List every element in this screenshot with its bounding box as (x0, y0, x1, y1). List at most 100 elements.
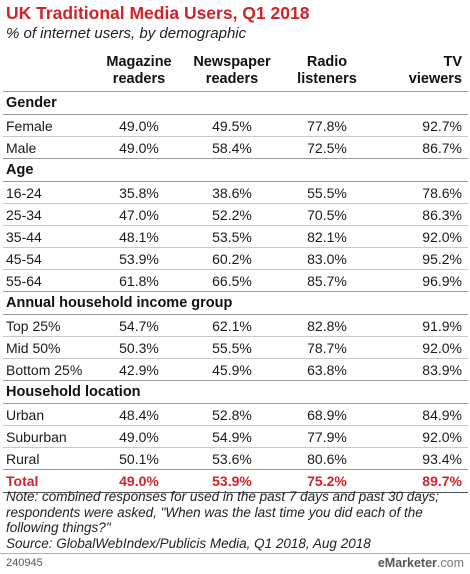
col-header-magazine: Magazine readers (98, 51, 180, 92)
chart-title: UK Traditional Media Users, Q1 2018 (6, 3, 310, 23)
section-title: Gender (3, 91, 468, 115)
col-header-line: Magazine (106, 54, 172, 70)
row-label: Male (3, 136, 98, 159)
col-header-line: viewers (408, 71, 462, 87)
cell-value: 96.9% (370, 269, 468, 292)
cell-value: 78.7% (284, 336, 370, 359)
cell-value: 72.5% (284, 136, 370, 159)
cell-value: 58.4% (180, 136, 284, 159)
table-row: 55-64 61.8% 66.5% 85.7% 96.9% (3, 269, 468, 292)
col-header-line: Newspaper (193, 54, 271, 70)
cell-value: 48.1% (98, 225, 180, 248)
cell-value: 92.0% (370, 336, 468, 359)
cell-value: 49.0% (98, 114, 180, 137)
section-title: Age (3, 158, 468, 182)
cell-value: 52.8% (180, 403, 284, 426)
emarketer-logo[interactable]: eMarketer.com (378, 556, 464, 570)
cell-value: 47.0% (98, 203, 180, 226)
chart-subtitle: % of internet users, by demographic (6, 25, 247, 42)
cell-value: 86.3% (370, 203, 468, 226)
cell-value: 84.9% (370, 403, 468, 426)
cell-value: 38.6% (180, 181, 284, 204)
logo-part: .com (436, 556, 464, 570)
cell-value: 55.5% (180, 336, 284, 359)
table-row: Rural 50.1% 53.6% 80.6% 93.4% (3, 447, 468, 470)
cell-value: 66.5% (180, 269, 284, 292)
total-value: 49.0% (98, 469, 180, 493)
row-label: Rural (3, 447, 98, 470)
cell-value: 95.2% (370, 247, 468, 270)
col-header-newspaper: Newspaper readers (180, 51, 284, 92)
cell-value: 53.9% (98, 247, 180, 270)
data-table: Magazine readers Newspaper readers Radio… (3, 51, 468, 493)
section-title: Annual household income group (3, 291, 468, 315)
col-header-line: listeners (297, 71, 357, 87)
row-label: 35-44 (3, 225, 98, 248)
col-header-line: Radio (306, 54, 348, 70)
row-label: Female (3, 114, 98, 137)
row-label: Bottom 25% (3, 358, 98, 381)
col-header-line: TV (443, 54, 462, 70)
cell-value: 83.9% (370, 358, 468, 381)
cell-value: 91.9% (370, 314, 468, 337)
cell-value: 61.8% (98, 269, 180, 292)
cell-value: 54.9% (180, 425, 284, 448)
total-row: Total 49.0% 53.9% 75.2% 89.7% (3, 469, 468, 493)
cell-value: 62.1% (180, 314, 284, 337)
cell-value: 52.2% (180, 203, 284, 226)
cell-value: 68.9% (284, 403, 370, 426)
cell-value: 85.7% (284, 269, 370, 292)
table-row: Suburban 49.0% 54.9% 77.9% 92.0% (3, 425, 468, 448)
section-row: Gender (3, 91, 468, 115)
cell-value: 77.8% (284, 114, 370, 137)
table-row: 16-24 35.8% 38.6% 55.5% 78.6% (3, 181, 468, 204)
section-row: Household location (3, 380, 468, 404)
cell-value: 77.9% (284, 425, 370, 448)
cell-value: 92.0% (370, 225, 468, 248)
table-row: Male 49.0% 58.4% 72.5% 86.7% (3, 136, 468, 159)
cell-value: 92.0% (370, 425, 468, 448)
cell-value: 82.1% (284, 225, 370, 248)
table-row: Bottom 25% 42.9% 45.9% 63.8% 83.9% (3, 358, 468, 381)
source-line: Source: GlobalWebIndex/Publicis Media, Q… (6, 536, 371, 551)
row-label: 55-64 (3, 269, 98, 292)
cell-value: 50.1% (98, 447, 180, 470)
row-label: Mid 50% (3, 336, 98, 359)
cell-value: 50.3% (98, 336, 180, 359)
footnote: Note: combined responses for used in the… (6, 489, 440, 535)
row-label: Top 25% (3, 314, 98, 337)
cell-value: 53.6% (180, 447, 284, 470)
cell-value: 78.6% (370, 181, 468, 204)
row-label: Urban (3, 403, 98, 426)
total-value: 75.2% (284, 469, 370, 493)
cell-value: 93.4% (370, 447, 468, 470)
table-row: Top 25% 54.7% 62.1% 82.8% 91.9% (3, 314, 468, 337)
cell-value: 82.8% (284, 314, 370, 337)
table-row: 25-34 47.0% 52.2% 70.5% 86.3% (3, 203, 468, 226)
section-title: Household location (3, 380, 468, 404)
table-row: 45-54 53.9% 60.2% 83.0% 95.2% (3, 247, 468, 270)
cell-value: 53.5% (180, 225, 284, 248)
row-label: 45-54 (3, 247, 98, 270)
row-label: 25-34 (3, 203, 98, 226)
table-row: Urban 48.4% 52.8% 68.9% 84.9% (3, 403, 468, 426)
section-row: Age (3, 158, 468, 182)
table-row: 35-44 48.1% 53.5% 82.1% 92.0% (3, 225, 468, 248)
cell-value: 35.8% (98, 181, 180, 204)
section-row: Annual household income group (3, 291, 468, 315)
corner-cell (3, 51, 98, 92)
cell-value: 54.7% (98, 314, 180, 337)
table-body: Gender Female 49.0% 49.5% 77.8% 92.7% Male 49.0… (3, 91, 468, 493)
cell-value: 70.5% (284, 203, 370, 226)
row-label: Suburban (3, 425, 98, 448)
col-header-tv: TV viewers (370, 51, 468, 92)
col-header-line: readers (112, 71, 166, 87)
cell-value: 49.0% (98, 136, 180, 159)
col-header-line: readers (205, 71, 259, 87)
table-row: Mid 50% 50.3% 55.5% 78.7% 92.0% (3, 336, 468, 359)
chart-id: 240945 (6, 557, 43, 569)
cell-value: 49.5% (180, 114, 284, 137)
cell-value: 63.8% (284, 358, 370, 381)
logo-part: Marketer (384, 556, 437, 570)
cell-value: 92.7% (370, 114, 468, 137)
